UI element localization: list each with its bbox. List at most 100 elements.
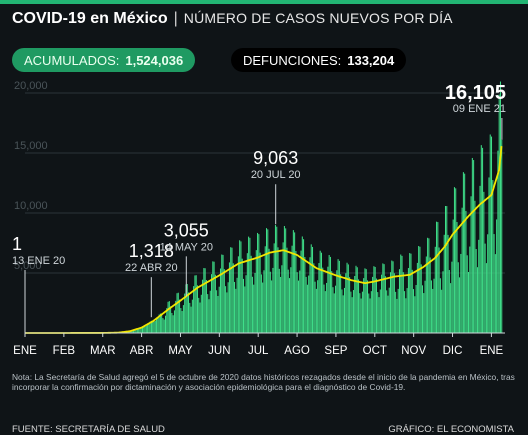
daily-bar <box>193 286 194 333</box>
daily-bar <box>382 263 383 333</box>
daily-bar <box>440 278 441 333</box>
daily-bar <box>372 277 373 333</box>
x-tick-label: ENE <box>13 345 37 357</box>
daily-bar <box>478 240 479 333</box>
annotation-value: 16,105 <box>445 82 506 104</box>
daily-bar <box>396 299 397 333</box>
daily-bar <box>257 233 258 333</box>
annotation-date: 14 MAY 20 <box>160 241 213 253</box>
daily-bar <box>170 306 171 333</box>
daily-bar <box>313 263 314 333</box>
graphic-credit: GRÁFICO: EL ECONOMISTA <box>388 424 514 435</box>
daily-bar <box>385 276 386 333</box>
daily-bar <box>499 95 500 333</box>
daily-bar <box>303 239 304 333</box>
daily-bar <box>381 275 382 333</box>
daily-bar <box>496 219 497 333</box>
daily-bar <box>377 292 378 333</box>
daily-bar <box>427 238 428 333</box>
daily-bar <box>162 318 163 333</box>
daily-bar <box>316 289 317 333</box>
daily-bar <box>272 268 273 333</box>
daily-bar <box>435 247 436 333</box>
daily-bar <box>414 296 415 333</box>
daily-bar <box>453 220 454 333</box>
daily-bar <box>156 319 157 333</box>
x-tick-label: MAY <box>168 345 192 357</box>
daily-bar <box>354 276 355 333</box>
daily-bar <box>488 177 489 333</box>
x-tick-label: NOV <box>401 345 426 357</box>
daily-bar <box>412 270 413 333</box>
daily-bar <box>182 311 183 333</box>
daily-bar <box>490 134 491 333</box>
daily-bar <box>284 226 285 333</box>
daily-bar <box>247 253 248 333</box>
daily-bar <box>379 297 380 333</box>
daily-bar <box>409 253 410 333</box>
daily-bar <box>486 263 487 333</box>
daily-bar <box>462 208 463 333</box>
daily-bar <box>212 261 213 333</box>
daily-bar <box>266 228 267 333</box>
daily-bar <box>422 285 423 333</box>
daily-bar <box>441 290 442 333</box>
daily-bar <box>309 257 310 333</box>
daily-bar <box>252 277 253 333</box>
x-tick-label: ABR <box>130 345 154 357</box>
daily-bar <box>207 294 208 333</box>
daily-bar <box>173 315 174 333</box>
daily-bar <box>260 253 261 333</box>
daily-bar <box>271 280 272 333</box>
daily-bar <box>289 278 290 333</box>
daily-bar <box>230 247 231 333</box>
daily-bar <box>465 211 466 333</box>
accumulated-badge: ACUMULADOS:1,524,036 <box>12 48 195 72</box>
daily-bar <box>431 280 432 333</box>
daily-bar <box>177 293 178 333</box>
daily-bar <box>463 172 464 333</box>
daily-bar <box>187 284 188 333</box>
daily-bar <box>180 308 181 333</box>
daily-bar <box>178 293 179 333</box>
daily-bar <box>449 270 450 333</box>
daily-bar <box>164 320 165 333</box>
daily-bar <box>276 227 277 333</box>
daily-bar <box>307 285 308 333</box>
daily-bar <box>469 247 470 333</box>
daily-bar <box>407 288 408 333</box>
daily-bar <box>456 222 457 333</box>
daily-bar <box>419 247 420 333</box>
daily-bar <box>344 288 345 333</box>
daily-bar <box>380 290 381 333</box>
daily-bar <box>423 293 424 333</box>
daily-bar <box>366 269 367 333</box>
daily-bar <box>364 268 365 333</box>
daily-bar <box>359 293 360 333</box>
daily-bar <box>302 236 303 333</box>
x-tick-label: OCT <box>363 345 387 357</box>
daily-bar <box>281 265 282 333</box>
daily-bar <box>487 234 488 333</box>
daily-bar <box>375 267 376 333</box>
daily-bar <box>472 158 473 333</box>
daily-bar <box>320 251 321 333</box>
daily-bar <box>343 295 344 333</box>
daily-bar <box>311 244 312 333</box>
daily-bar <box>348 264 349 333</box>
daily-bar <box>459 277 460 333</box>
daily-bar <box>240 241 241 333</box>
daily-bar <box>332 287 333 333</box>
daily-bar <box>390 272 391 333</box>
daily-bar <box>234 282 235 333</box>
daily-bar <box>285 228 286 333</box>
daily-bar <box>481 145 482 333</box>
daily-bar <box>416 285 417 333</box>
annotation-date: 13 ENE 20 <box>12 255 65 267</box>
daily-bar <box>229 262 230 333</box>
daily-bar <box>442 271 443 333</box>
daily-bar <box>483 192 484 333</box>
x-tick-label: SEP <box>324 345 347 357</box>
deaths-badge: DEFUNCIONES:133,204 <box>231 48 406 72</box>
x-tick-label: AGO <box>284 345 310 357</box>
